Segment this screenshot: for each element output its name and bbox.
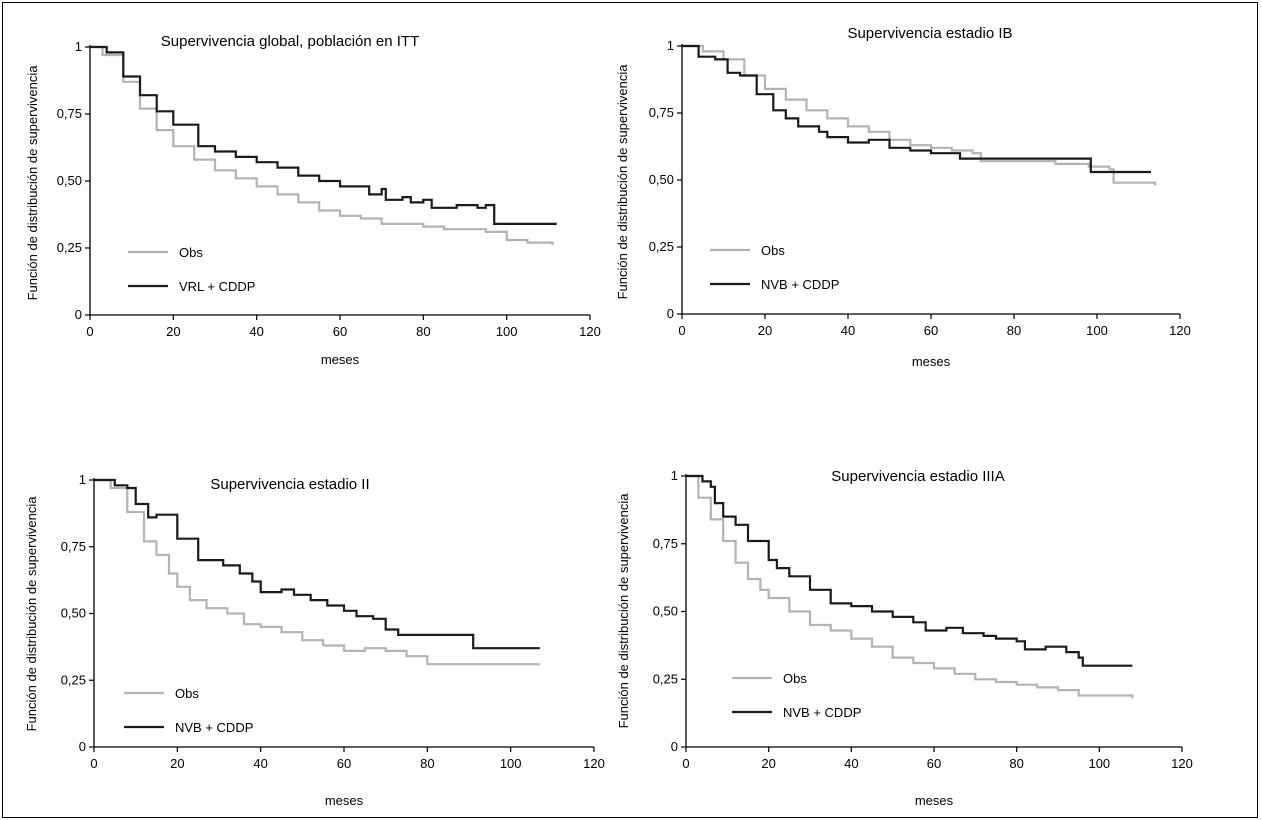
x-tick-label: 100 (1088, 756, 1110, 771)
y-tick-label: 0,75 (649, 105, 674, 120)
x-tick-label: 20 (758, 323, 772, 338)
x-tick-label: 80 (416, 324, 430, 339)
x-tick-label: 40 (844, 756, 858, 771)
panel-estadio-ib: Supervivencia estadio IB Función de dist… (615, 25, 1191, 369)
chart-title: Supervivencia global, población en ITT (161, 33, 420, 50)
x-axis-label: meses (321, 352, 360, 367)
y-tick-label: 0 (671, 739, 678, 754)
x-tick-label: 0 (678, 323, 685, 338)
y-tick-label: 0,25 (61, 672, 86, 687)
x-tick-label: 100 (500, 756, 522, 771)
y-tick-label: 0 (75, 307, 82, 322)
legend-label: NVB + CDDP (175, 720, 253, 735)
x-tick-label: 20 (761, 756, 775, 771)
y-tick-label: 0,25 (57, 240, 82, 255)
legend-label: NVB + CDDP (761, 277, 839, 292)
x-tick-label: 80 (1009, 756, 1023, 771)
panel-global: Supervivencia global, población en ITT F… (25, 33, 601, 367)
y-axis-label: Función de distribución de supervivencia (25, 65, 40, 301)
series-line-obs (90, 45, 554, 246)
x-tick-label: 120 (1171, 756, 1193, 771)
series-line-treatment (682, 44, 1151, 174)
x-tick-label: 0 (90, 756, 97, 771)
series-line-treatment (90, 45, 557, 225)
y-tick-label: 0 (667, 306, 674, 321)
y-axis-label: Función de distribución de supervivencia (24, 496, 39, 732)
axes (685, 474, 1182, 748)
x-tick-label: 100 (1086, 323, 1108, 338)
y-tick-label: 0,25 (653, 671, 678, 686)
x-axis-label: meses (325, 793, 364, 808)
legend-label: Obs (761, 243, 785, 258)
y-tick-label: 1 (667, 38, 674, 53)
x-axis-label: meses (912, 354, 951, 369)
x-tick-label: 80 (1007, 323, 1021, 338)
x-tick-label: 20 (166, 324, 180, 339)
legend-label: VRL + CDDP (179, 279, 255, 294)
x-tick-label: 120 (583, 756, 605, 771)
x-tick-label: 40 (249, 324, 263, 339)
series-line-treatment (94, 478, 540, 650)
y-tick-label: 0,50 (57, 173, 82, 188)
y-tick-label: 0 (79, 739, 86, 754)
legend-label: Obs (179, 245, 203, 260)
y-tick-label: 0,50 (649, 172, 674, 187)
x-tick-label: 60 (924, 323, 938, 338)
y-tick-label: 0,25 (649, 239, 674, 254)
y-tick-label: 0,75 (57, 106, 82, 121)
x-tick-label: 60 (333, 324, 347, 339)
y-tick-label: 1 (671, 468, 678, 483)
x-tick-label: 40 (841, 323, 855, 338)
x-tick-label: 20 (170, 756, 184, 771)
y-tick-label: 1 (75, 39, 82, 54)
series-line-obs (94, 478, 540, 666)
panel-estadio-ii: Supervivencia estadio II Función de dist… (24, 472, 605, 808)
x-tick-label: 80 (420, 756, 434, 771)
y-tick-label: 0,75 (61, 539, 86, 554)
x-tick-label: 60 (337, 756, 351, 771)
y-axis-label: Función de distribución de supervivencia (615, 64, 630, 300)
x-tick-label: 0 (86, 324, 93, 339)
x-tick-label: 60 (927, 756, 941, 771)
chart-title: Supervivencia estadio IB (847, 25, 1012, 42)
x-tick-label: 0 (682, 756, 689, 771)
series-line-treatment (686, 474, 1133, 667)
x-tick-label: 120 (1169, 323, 1191, 338)
panel-estadio-iiia: Supervivencia estadio IIIA Función de di… (616, 468, 1193, 808)
y-tick-label: 1 (79, 472, 86, 487)
x-axis-label: meses (915, 793, 954, 808)
chart-title: Supervivencia estadio IIIA (831, 468, 1004, 485)
y-tick-label: 0,75 (653, 536, 678, 551)
axes (93, 478, 594, 748)
legend-label: Obs (783, 671, 807, 686)
legend-label: NVB + CDDP (783, 705, 861, 720)
chart-title: Supervivencia estadio II (210, 476, 369, 493)
x-tick-label: 120 (579, 324, 601, 339)
x-tick-label: 40 (253, 756, 267, 771)
y-tick-label: 0,50 (61, 606, 86, 621)
legend-label: Obs (175, 686, 199, 701)
y-tick-label: 0,50 (653, 604, 678, 619)
x-tick-label: 100 (496, 324, 518, 339)
y-axis-label: Función de distribución de supervivencia (616, 493, 631, 729)
series-line-obs (686, 474, 1134, 699)
series-line-obs (682, 44, 1157, 186)
